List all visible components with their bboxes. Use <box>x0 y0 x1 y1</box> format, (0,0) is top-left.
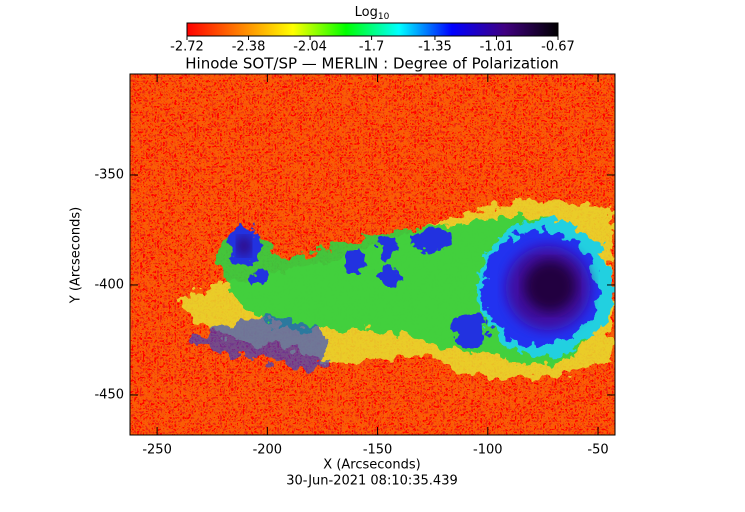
x-axis-label: X (Arcseconds) <box>323 458 420 473</box>
x-tick-label: -200 <box>253 443 283 458</box>
x-tick-label: -150 <box>363 443 393 458</box>
colorbar-tick-label: -2.38 <box>232 40 266 55</box>
x-tick-label: -50 <box>587 443 608 458</box>
colorbar-tick-label: -1.01 <box>480 40 514 55</box>
colorbar-tick-label: -0.67 <box>541 40 575 55</box>
heatmap-image <box>130 74 615 435</box>
colorbar-tick-label: -2.04 <box>293 40 327 55</box>
colorbar-tick-label: -2.72 <box>170 40 204 55</box>
y-tick-label: -350 <box>94 167 124 182</box>
colorbar-label: Log10 <box>355 5 390 22</box>
x-tick-label: -100 <box>473 443 503 458</box>
y-axis-label: Y (Arcseconds) <box>69 207 84 304</box>
colorbar-label-base: Log <box>355 5 378 20</box>
colorbar-tick-label: -1.7 <box>359 40 384 55</box>
colorbar-label-subscript: 10 <box>378 12 390 22</box>
colorbar-tick-label: -1.35 <box>418 40 452 55</box>
x-tick-label: -250 <box>142 443 172 458</box>
y-tick-label: -450 <box>94 387 124 402</box>
colorbar <box>186 22 559 37</box>
y-tick-label: -400 <box>94 277 124 292</box>
chart-title: Hinode SOT/SP — MERLIN : Degree of Polar… <box>185 55 559 73</box>
timestamp: 30-Jun-2021 08:10:35.439 <box>286 474 458 489</box>
plot-frame <box>129 73 616 436</box>
